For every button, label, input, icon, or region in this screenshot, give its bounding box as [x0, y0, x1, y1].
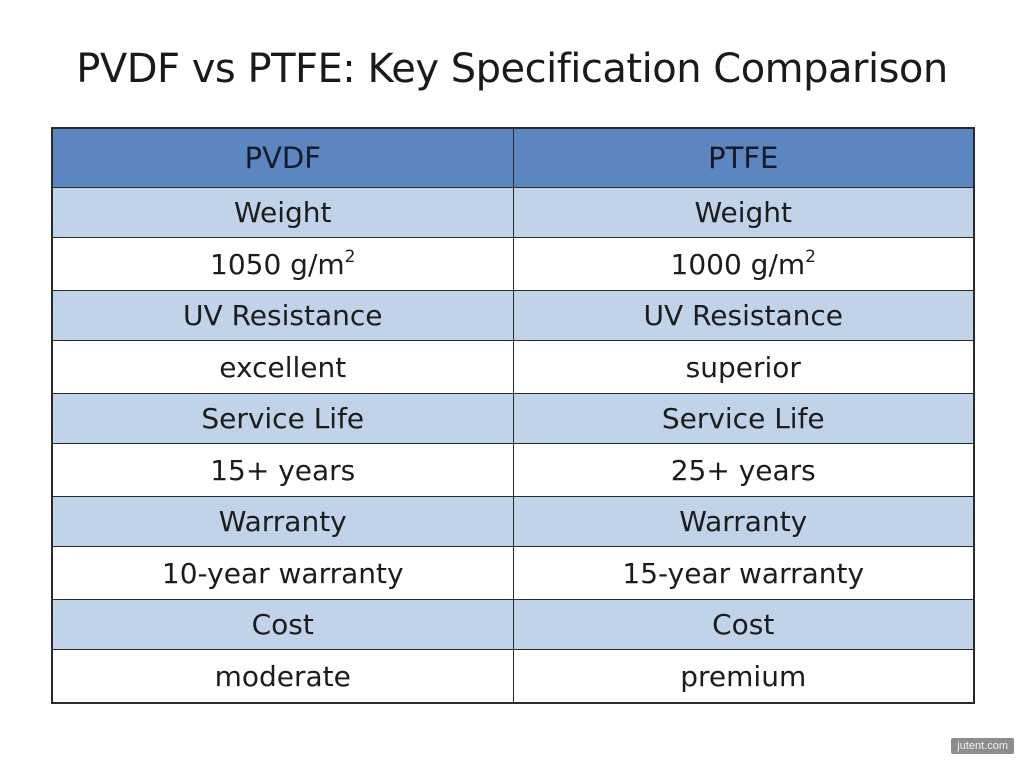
spec-label-row: Cost Cost — [51, 599, 975, 650]
spec-value-cell: 25+ years — [512, 443, 975, 497]
spec-value-row: 1050 g/m2 1000 g/m2 — [51, 237, 975, 291]
spec-value-row: excellent superior — [51, 340, 975, 394]
spec-value-cell: 10-year warranty — [51, 546, 514, 600]
spec-label-cell: UV Resistance — [51, 290, 514, 341]
value-text: 1050 g/m — [210, 247, 345, 281]
spec-value-cell: 15+ years — [51, 443, 514, 497]
spec-label-cell: Service Life — [51, 393, 514, 444]
spec-value-cell: 15-year warranty — [512, 546, 975, 600]
value-superscript: 2 — [805, 246, 816, 267]
spec-label-cell: Weight — [512, 187, 975, 238]
spec-label-cell: Cost — [51, 599, 514, 650]
comparison-table: PVDF PTFE Weight Weight 1050 g/m2 1000 g… — [51, 127, 975, 704]
spec-value-cell: excellent — [51, 340, 514, 394]
spec-label-row: Service Life Service Life — [51, 393, 975, 444]
spec-value-row: 10-year warranty 15-year warranty — [51, 546, 975, 600]
spec-value-cell: premium — [512, 649, 975, 704]
spec-label-cell: Warranty — [51, 496, 514, 547]
table-header-row: PVDF PTFE — [51, 127, 975, 188]
spec-value-cell: 1050 g/m2 — [51, 237, 514, 291]
spec-value-row: moderate premium — [51, 649, 975, 704]
spec-label-cell: UV Resistance — [512, 290, 975, 341]
spec-label-cell: Service Life — [512, 393, 975, 444]
spec-value-cell: moderate — [51, 649, 514, 704]
spec-label-row: Weight Weight — [51, 187, 975, 238]
spec-value-row: 15+ years 25+ years — [51, 443, 975, 497]
spec-label-row: UV Resistance UV Resistance — [51, 290, 975, 341]
value-text: 1000 g/m — [670, 247, 806, 281]
spec-label-cell: Weight — [51, 187, 514, 238]
column-header-ptfe: PTFE — [512, 127, 975, 188]
watermark: jutent.com — [951, 738, 1014, 754]
spec-label-cell: Cost — [512, 599, 975, 650]
spec-value-cell: superior — [512, 340, 975, 394]
spec-value-cell: 1000 g/m2 — [512, 237, 975, 291]
column-header-pvdf: PVDF — [51, 127, 514, 188]
spec-label-cell: Warranty — [512, 496, 975, 547]
chart-title: PVDF vs PTFE: Key Specification Comparis… — [76, 46, 948, 92]
spec-label-row: Warranty Warranty — [51, 496, 975, 547]
value-superscript: 2 — [344, 246, 356, 267]
